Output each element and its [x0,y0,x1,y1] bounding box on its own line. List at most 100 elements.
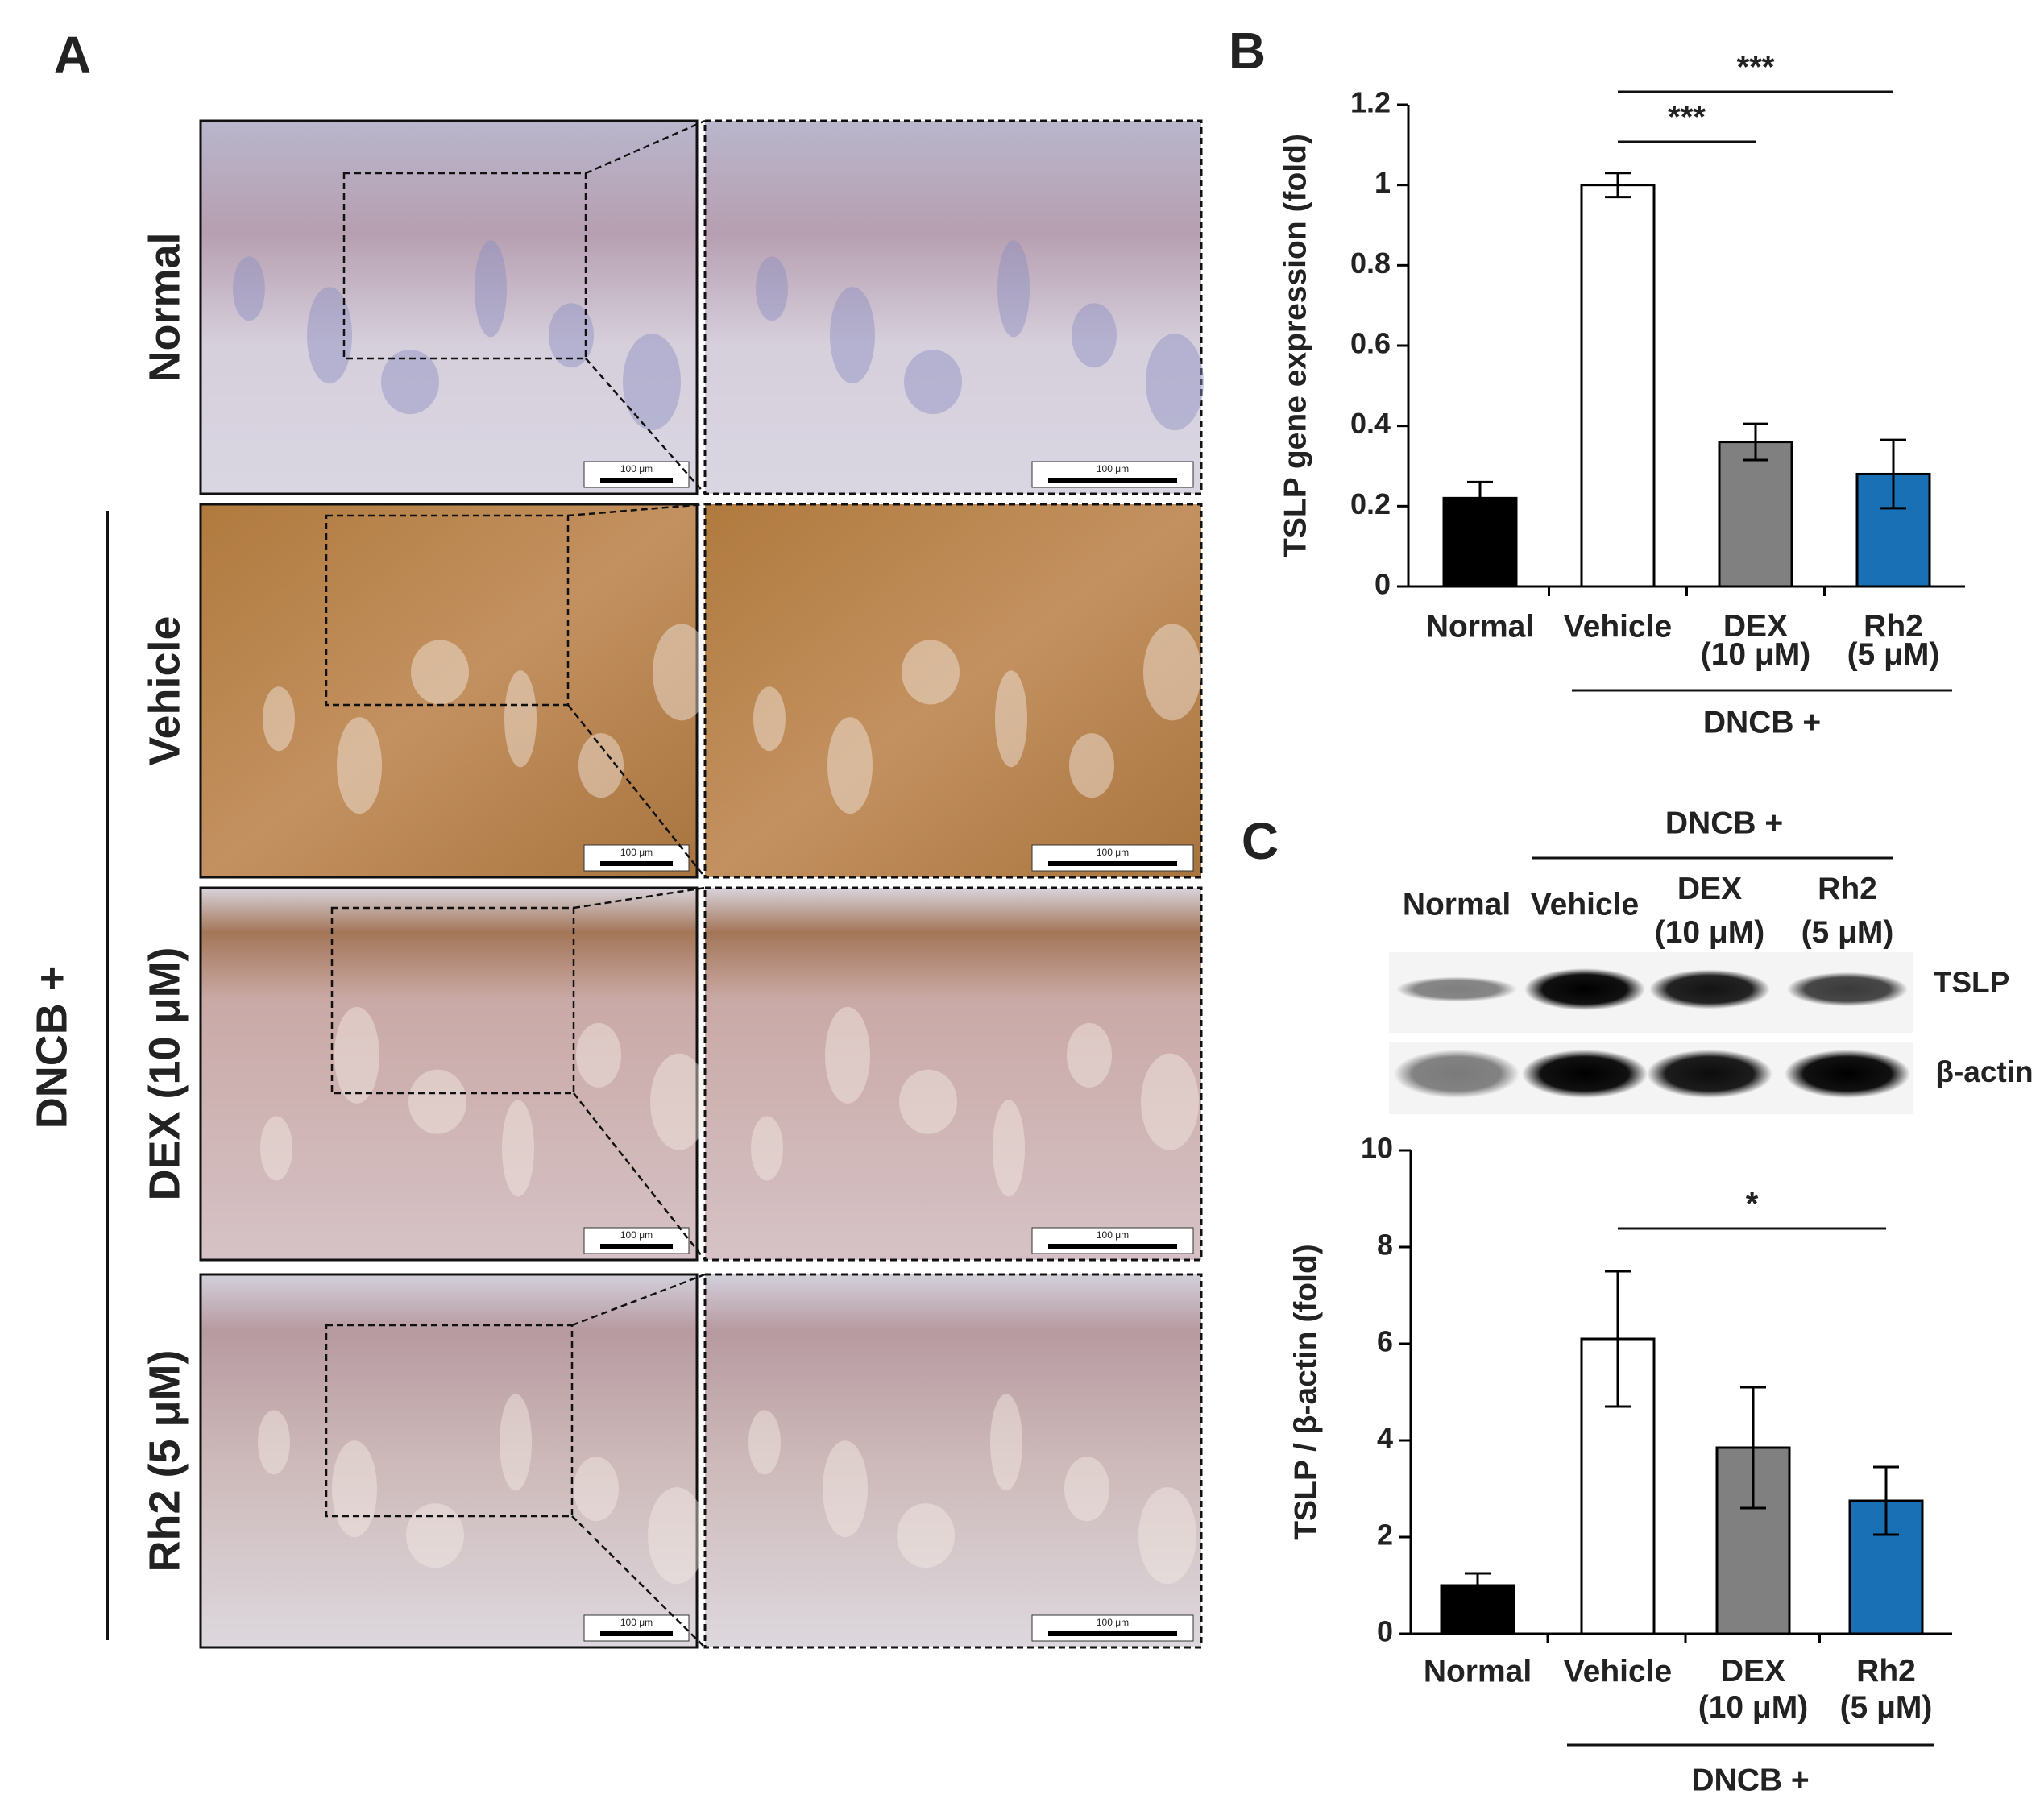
tissue-structure [1138,1487,1196,1585]
zoom-box [330,906,575,1095]
x-tick-label: Normal [1426,609,1534,644]
tissue-structure [475,240,507,338]
tissue-structure [897,1503,955,1568]
blot-row-label: TSLP [1934,966,2010,999]
micrograph: 100 μm [199,503,711,879]
x-tick-label: DEX (10 μM) [1701,609,1811,672]
tissue-structure [307,287,352,384]
blot-band [1785,1050,1910,1098]
scale-bar-label: 100 μm [1097,1617,1129,1628]
group-label: DNCB + [27,966,76,1129]
tissue-structure [578,733,624,798]
y-tick-label: 6 [1377,1325,1393,1358]
tissue-structure [334,1006,379,1104]
y-tick-label: 0.6 [1350,327,1391,360]
y-tick-label: 8 [1377,1229,1393,1262]
row-label: DEX (10 μM) [140,947,189,1200]
zoom-box [325,1324,574,1518]
tissue-structure [406,1503,464,1568]
tissue-structure [650,1053,708,1150]
y-tick-label: 2 [1377,1519,1393,1552]
lane-label: DEX (10 μM) [1655,872,1765,950]
significance-label: *** [1668,100,1706,135]
panel-label: C [1242,812,1279,870]
scale-bar-box [1031,1227,1194,1254]
x-tick-label: Vehicle [1564,1654,1672,1689]
tissue-structure [574,1457,619,1522]
scale-bar-label: 100 μm [620,463,653,474]
blot-band [1522,1050,1648,1098]
scale-bar-label: 100 μm [620,847,653,858]
scale-bar [600,1244,673,1249]
x-tick-label: Normal [1424,1654,1532,1689]
lane-label: Normal [1403,887,1511,922]
y-tick-label: 0 [1374,568,1391,601]
tissue-structure [904,350,962,415]
tissue-structure [825,1006,870,1104]
micrograph: 100 μm [703,119,1204,495]
tissue-structure [648,1487,706,1585]
tissue-structure [502,1100,534,1197]
tissue-structure [500,1394,532,1491]
bar [1580,184,1656,588]
significance-label: * [1746,1187,1759,1222]
micrograph: 100 μm [199,886,708,1262]
scale-bar-box [583,844,690,872]
group-label: DNCB + [1703,705,1821,740]
row-label: Normal [140,232,189,382]
tissue-structure [756,256,788,321]
scale-bar-label: 100 μm [1097,1229,1129,1241]
y-tick-label: 0 [1377,1615,1393,1648]
y-tick-label: 0.8 [1350,247,1391,280]
bar [1718,441,1793,588]
scale-bar-box [1031,1614,1194,1642]
scale-bar [1048,1244,1177,1249]
x-tick-label: DEX (10 μM) [1698,1654,1809,1725]
tissue-structure [993,1100,1025,1197]
y-tick-label: 1.2 [1350,86,1391,119]
row-label: Vehicle [140,615,189,765]
blot-band [1649,969,1770,1009]
tissue-structure [748,1410,781,1475]
zoom-box [342,172,587,360]
zoom-connector [571,1273,706,1327]
tissue-structure [830,287,875,384]
scale-bar-box [583,461,690,488]
tissue-structure [1067,1022,1112,1088]
zoom-box [325,514,570,707]
y-axis-label: TSLP gene expression (fold) [1278,134,1312,557]
scale-bar-box [1031,461,1194,488]
scale-bar-label: 100 μm [1097,463,1129,474]
tissue-structure [1069,733,1114,798]
tissue-structure [408,1069,466,1134]
tissue-structure [1064,1457,1109,1522]
panel-label: A [54,26,91,84]
tissue-structure [997,240,1030,338]
micrograph: 100 μm [703,503,1203,879]
tissue-structure [653,624,711,721]
tissue-structure [332,1440,377,1538]
blot-group-label: DNCB + [1665,806,1783,840]
image-panel [199,119,699,495]
scale-bar-label: 100 μm [620,1229,653,1241]
tissue-structure [990,1394,1022,1491]
zoom-connector [567,704,706,878]
y-tick-label: 10 [1361,1132,1393,1165]
y-tick-label: 0.4 [1350,407,1391,440]
tissue-structure [823,1440,868,1538]
scale-bar-label: 100 μm [1097,847,1129,858]
zoom-connector [573,886,706,910]
scale-bar-label: 100 μm [620,1617,653,1628]
x-tick-label: Rh2 (5 μM) [1840,1654,1933,1725]
panel-label: B [1229,22,1266,80]
blot-band [1394,1050,1520,1098]
micrograph: 100 μm [199,119,699,495]
tissue-structure [258,1410,290,1475]
zoom-connector [585,119,706,175]
micrograph: 100 μm [199,1273,706,1649]
y-axis-label: TSLP / β-actin (fold) [1288,1244,1323,1540]
tissue-structure [233,256,265,321]
micrograph: 100 μm [703,1273,1203,1649]
tissue-structure [1146,334,1204,431]
